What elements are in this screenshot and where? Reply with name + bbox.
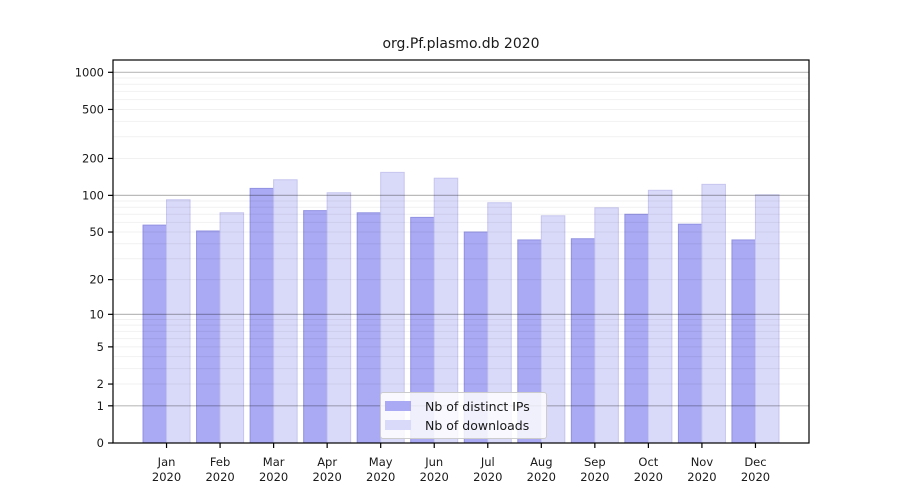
- y-tick-label: 20: [89, 273, 104, 287]
- x-tick-label-year: 2020: [741, 470, 770, 484]
- x-tick-label-month: Jun: [424, 455, 443, 469]
- y-tick-label: 200: [82, 151, 104, 165]
- x-tick-label-year: 2020: [634, 470, 663, 484]
- x-tick-label-month: Mar: [263, 455, 285, 469]
- bar-downloads-feb: [219, 212, 245, 444]
- legend-item-downloads: Nb of downloads: [385, 417, 537, 433]
- y-tick-label: 5: [97, 340, 104, 354]
- bar-ips-may: [356, 212, 382, 444]
- x-tick-label-month: Sep: [584, 455, 606, 469]
- x-tick-label-year: 2020: [259, 470, 288, 484]
- plot-border: [112, 59, 810, 444]
- y-tick-label: 1: [97, 399, 104, 413]
- y-tick-label: 10: [89, 307, 104, 321]
- legend-swatch-distinct-ips: [385, 401, 411, 411]
- x-tick-label-month: Feb: [210, 455, 230, 469]
- legend-item-distinct-ips: Nb of distinct IPs: [385, 398, 537, 414]
- x-tick-label-year: 2020: [366, 470, 395, 484]
- y-tick-label: 1000: [75, 65, 104, 79]
- y-tick-label: 2: [97, 377, 104, 391]
- x-tick-label-year: 2020: [205, 470, 234, 484]
- x-tick-label-month: May: [369, 455, 393, 469]
- x-tick-label-year: 2020: [687, 470, 716, 484]
- bar-downloads-nov: [701, 183, 726, 444]
- chart-title: org.Pf.plasmo.db 2020: [382, 36, 540, 52]
- bar-ips-oct: [624, 213, 649, 444]
- x-tick-label-year: 2020: [152, 470, 181, 484]
- bar-downloads-jan: [166, 199, 191, 444]
- bar-ips-mar: [249, 187, 275, 444]
- x-tick-label-month: Jan: [157, 455, 176, 469]
- x-tick-label-month: Apr: [317, 455, 337, 469]
- y-tick-label: 0: [97, 436, 104, 450]
- x-tick-label-year: 2020: [580, 470, 609, 484]
- x-tick-label-year: 2020: [420, 470, 449, 484]
- x-tick-label-year: 2020: [527, 470, 556, 484]
- bar-ips-nov: [677, 223, 703, 444]
- x-tick-label-month: Oct: [638, 455, 658, 469]
- legend-label-distinct-ips: Nb of distinct IPs: [425, 398, 530, 414]
- x-tick-label-year: 2020: [473, 470, 502, 484]
- x-tick-label-month: Jul: [480, 455, 495, 469]
- x-tick-label-month: Aug: [530, 455, 552, 469]
- legend-label-downloads: Nb of downloads: [425, 417, 530, 433]
- bar-ips-dec: [731, 239, 756, 444]
- bar-ips-sep: [570, 238, 596, 444]
- bar-downloads-oct: [647, 189, 673, 444]
- bar-ips-apr: [303, 210, 328, 444]
- bar-downloads-mar: [273, 179, 298, 444]
- y-tick-label: 100: [82, 188, 104, 202]
- y-tick-label: 500: [82, 102, 104, 116]
- legend: Nb of distinct IPs Nb of downloads: [380, 392, 547, 439]
- legend-swatch-downloads: [385, 420, 411, 430]
- x-tick-label-month: Dec: [744, 455, 766, 469]
- bar-ips-feb: [196, 230, 221, 444]
- x-tick-label-month: Nov: [691, 455, 714, 469]
- bar-ips-jan: [142, 224, 168, 444]
- y-tick-label: 50: [89, 225, 104, 239]
- x-tick-label-year: 2020: [313, 470, 342, 484]
